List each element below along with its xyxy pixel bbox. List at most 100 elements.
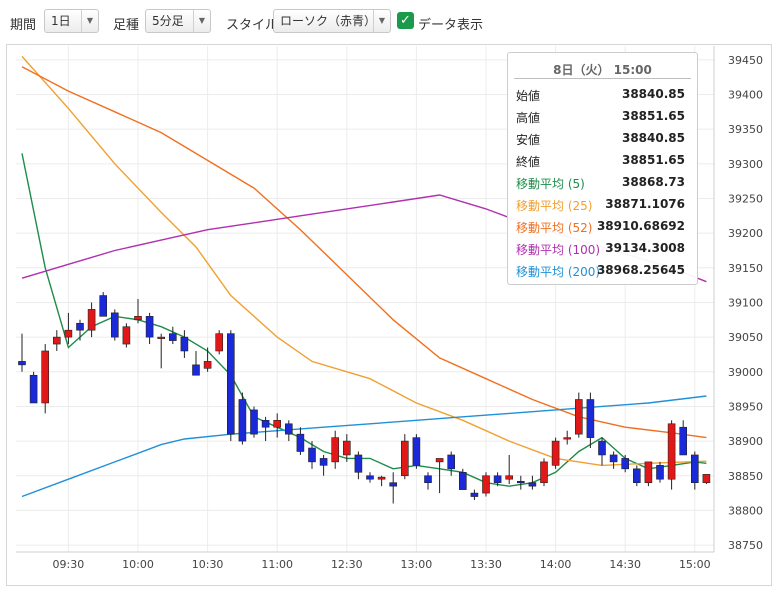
y-tick-label: 38900: [728, 435, 763, 448]
interval-label: 足種: [113, 18, 140, 33]
candle-body: [667, 423, 676, 480]
x-tick-label: 13:00: [401, 558, 433, 571]
candle-body: [99, 295, 107, 317]
candle-body: [609, 454, 618, 463]
style-select[interactable]: ローソク（赤青） ▼: [273, 9, 391, 33]
y-tick-label: 39350: [728, 123, 763, 136]
candle-body: [540, 461, 548, 483]
toolbar: 期間 1日 ▼ 足種 5分足 ▼ スタイル ローソク（赤青） ▼ ✓ データ表示: [0, 0, 780, 44]
candle-body: [377, 476, 386, 480]
y-tick-label: 38750: [728, 539, 763, 552]
candle-body: [574, 399, 583, 435]
candle-body: [87, 309, 96, 331]
candle-body: [528, 482, 537, 487]
x-tick-label: 14:30: [609, 558, 641, 571]
x-tick-label: 13:30: [470, 558, 502, 571]
candle-body: [238, 399, 247, 442]
x-tick-label: 11:00: [261, 558, 293, 571]
candle-body: [389, 482, 398, 487]
candle-body: [308, 447, 316, 463]
candle-body: [273, 420, 282, 428]
candle-body: [702, 474, 711, 483]
candle-body: [122, 326, 131, 345]
candle-body: [656, 465, 664, 480]
tooltip-row-value: 38910.68692: [596, 219, 685, 233]
candle-body: [227, 333, 235, 435]
candle-body: [296, 433, 305, 452]
tooltip-row: 移動平均 (25) 38871.1076: [516, 197, 685, 213]
interval-select[interactable]: 5分足 ▼: [145, 9, 211, 33]
candle-body: [145, 316, 154, 338]
tooltip-row: 安値 38840.85: [516, 131, 685, 147]
moving-average-line-1: [21, 55, 707, 467]
period-select[interactable]: 1日 ▼: [44, 9, 99, 33]
y-tick-label: 39200: [728, 227, 763, 240]
y-tick-label: 39450: [728, 54, 763, 67]
interval-select-value: 5分足: [152, 14, 184, 28]
candle-body: [18, 361, 26, 366]
candle-body: [482, 475, 490, 494]
candle-body: [261, 420, 270, 428]
tooltip-row: 移動平均 (52) 38910.68692: [516, 219, 685, 235]
tooltip-row-label: 移動平均 (5): [516, 177, 585, 191]
x-tick-label: 10:30: [192, 558, 224, 571]
y-tick-label: 38800: [728, 504, 763, 517]
candle-body: [400, 440, 409, 477]
y-tick-label: 39300: [728, 158, 763, 171]
data-display-checkbox[interactable]: ✓: [397, 12, 414, 29]
candle-body: [284, 423, 293, 435]
candle-body: [598, 440, 606, 456]
data-display-label[interactable]: データ表示: [418, 18, 484, 33]
candle-body: [447, 454, 456, 470]
tooltip-row-label: 高値: [516, 111, 541, 125]
candle-body: [64, 329, 73, 338]
tooltip-row-value: 38840.85: [621, 131, 685, 145]
candle-body: [111, 312, 119, 338]
chart-frame: [6, 44, 772, 586]
candle-body: [192, 364, 200, 376]
candle-body: [331, 437, 340, 463]
style-label: スタイル: [226, 18, 279, 33]
candle-body: [412, 437, 421, 466]
y-tick-label: 39150: [728, 262, 763, 275]
candle-body: [250, 409, 258, 435]
tooltip-row: 終値 38851.65: [516, 153, 685, 169]
y-tick-label: 39050: [728, 331, 763, 344]
chevron-down-icon: ▼: [193, 10, 210, 32]
y-tick-label: 39100: [728, 296, 763, 309]
tooltip-title: 8日（火） 15:00: [553, 63, 652, 77]
candle-body: [41, 350, 50, 404]
tooltip-row-value: 38871.1076: [605, 197, 685, 211]
candle-body: [29, 374, 38, 404]
x-tick-label: 12:30: [331, 558, 363, 571]
y-tick-label: 38850: [728, 470, 763, 483]
moving-average-line-2: [21, 66, 707, 439]
candle-body: [215, 333, 223, 352]
x-tick-label: 15:00: [679, 558, 711, 571]
tooltip-row-label: 移動平均 (52): [516, 221, 593, 235]
period-label: 期間: [10, 18, 37, 33]
tooltip-row-label: 移動平均 (25): [516, 199, 593, 213]
candle-body: [342, 440, 351, 456]
chevron-down-icon: ▼: [373, 10, 390, 32]
check-icon: ✓: [400, 13, 411, 28]
candle-body: [505, 475, 514, 480]
style-select-value: ローソク（赤青）: [280, 14, 377, 28]
tooltip-row: 始値 38840.85: [516, 87, 685, 103]
candle-body: [354, 454, 363, 473]
tooltip-row-value: 38851.65: [621, 153, 685, 167]
y-tick-label: 39000: [728, 366, 763, 379]
tooltip-row-value: 38868.73: [621, 175, 685, 189]
y-tick-label: 38950: [728, 400, 763, 413]
candle-body: [679, 426, 688, 456]
candle-body: [621, 458, 630, 470]
candle-body: [563, 437, 572, 440]
y-tick-label: 39250: [728, 192, 763, 205]
candle-body: [516, 480, 525, 484]
period-select-value: 1日: [51, 14, 71, 28]
tooltip-row-value: 39134.3008: [605, 241, 685, 255]
candle-body: [169, 333, 177, 341]
x-tick-label: 14:00: [540, 558, 572, 571]
candle-body: [180, 336, 189, 352]
candle-body: [319, 458, 328, 466]
